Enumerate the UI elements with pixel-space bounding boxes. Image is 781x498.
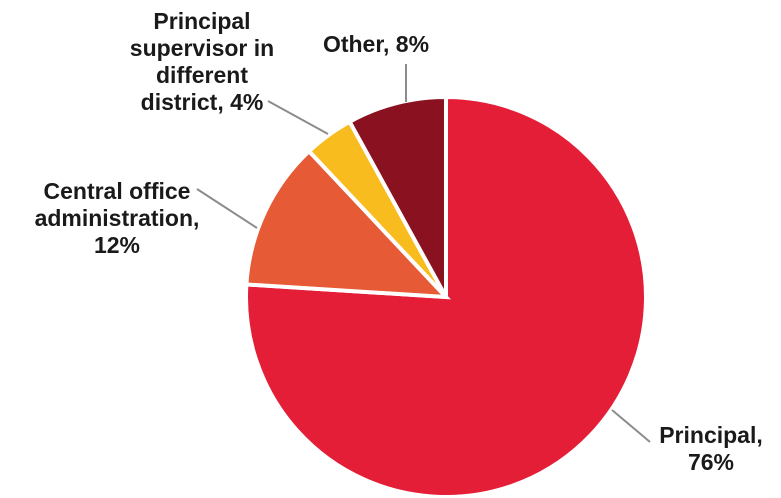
slice-label-central-office: Central office administration, 12% [35,178,200,258]
slice-label-principal: Principal, 76% [659,422,763,475]
slice-label-line: different [156,62,248,88]
slice-label-line: administration, [35,205,200,231]
leader-line-central-office [196,188,258,229]
pie-slices [243,94,648,498]
slice-labels: Principal, 76% Central office administratio… [35,8,763,475]
slice-label-line: district, 4% [141,89,264,115]
slice-label-line: supervisor in [130,35,274,61]
pie-slice-central-office [244,148,451,300]
slice-label-supervisor: Principal supervisor in different district,… [130,8,274,115]
slice-label-line: Other, 8% [323,31,429,57]
slice-label-line: 12% [94,232,140,258]
leader-line-principal [611,409,651,443]
leader-lines [196,64,651,443]
slice-label-line: Principal [153,8,250,34]
pie-slice-other [346,94,448,298]
slice-label-line: Principal, [659,422,763,448]
slice-label-line: 76% [688,449,734,475]
pie-slice-principal [243,94,648,498]
leader-line-supervisor [267,100,329,135]
slice-label-other: Other, 8% [323,31,429,57]
slice-label-line: Central office [44,178,191,204]
